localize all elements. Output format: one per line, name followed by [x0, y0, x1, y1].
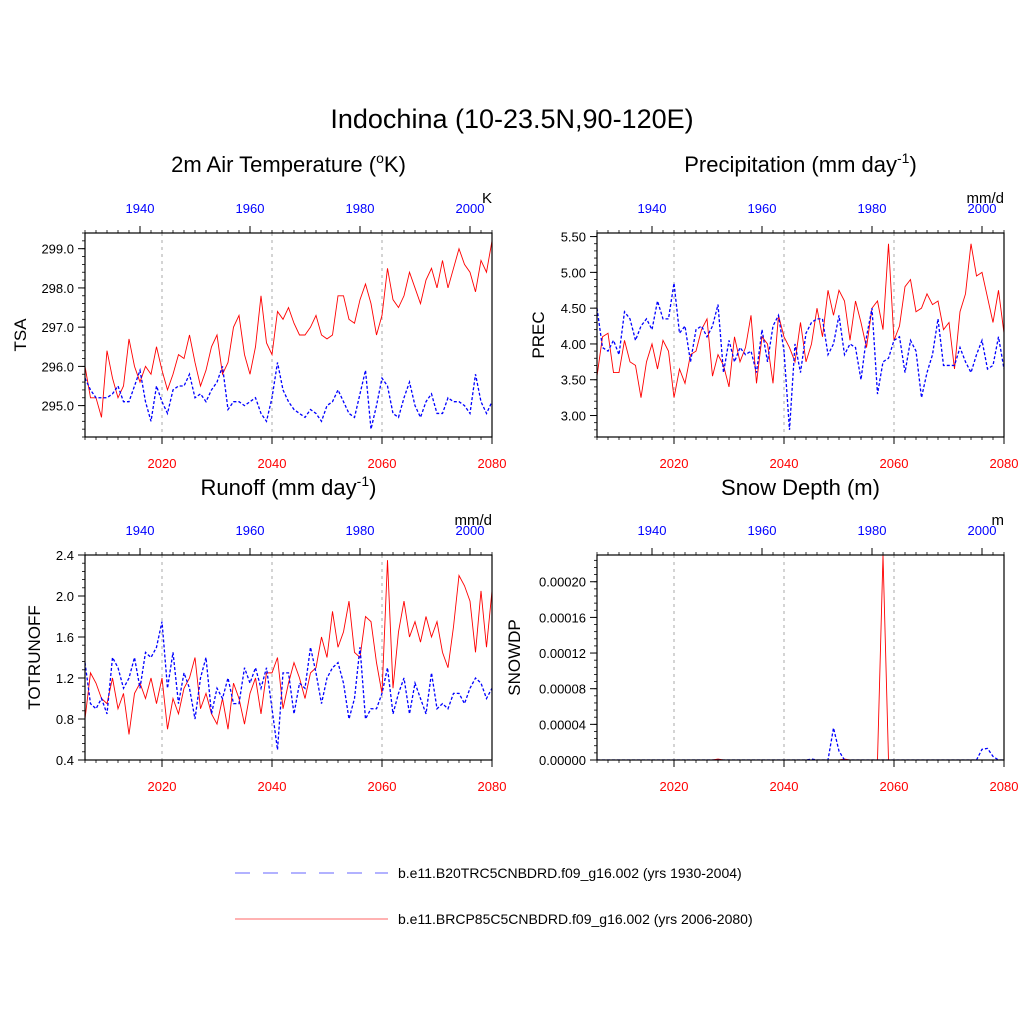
future-series-line [85, 560, 492, 735]
future-series-line [597, 243, 1004, 398]
y-tick-label: 298.0 [41, 281, 74, 296]
plot-frame [596, 232, 1005, 438]
x-top-tick-label: 2000 [456, 523, 485, 538]
x-top-tick-label: 1940 [638, 201, 667, 216]
historical-series-line [85, 362, 492, 430]
x-top-tick-label: 1940 [638, 523, 667, 538]
x-top-tick-label: 1980 [858, 523, 887, 538]
x-top-tick-label: 2000 [968, 201, 997, 216]
x-bottom-tick-label: 2060 [368, 779, 397, 794]
y-tick-label: 3.00 [561, 409, 586, 424]
legend-label: b.e11.BRCP85C5CNBDRD.f09_g16.002 (yrs 20… [398, 911, 753, 927]
panel-title-main: 2m Air Temperature ( [171, 152, 377, 177]
plot-frame [84, 554, 493, 761]
future-series-line [85, 240, 492, 418]
x-bottom-tick-label: 2080 [990, 456, 1019, 471]
panel-runoff: Runoff (mm day-1) mm/d TOTRUNOFF 0.4 0.8 1.2 1… [25, 473, 506, 794]
x-top-tick-label: 1940 [126, 523, 155, 538]
y-tick-label: 5.00 [561, 265, 586, 280]
plot-frame [84, 232, 493, 438]
y-tick-label: 296.0 [41, 359, 74, 374]
panel-prec: Precipitation (mm day-1) mm/d PREC 3.00 3.50… [529, 150, 1018, 471]
x-top-tick-label: 2000 [968, 523, 997, 538]
future-series-line [597, 555, 1004, 760]
historical-series-line [597, 283, 1004, 430]
historical-series-line [85, 621, 492, 750]
y-tick-label: 295.0 [41, 399, 74, 414]
x-bottom-tick-label: 2040 [258, 456, 287, 471]
y-tick-label: 4.50 [561, 301, 586, 316]
x-top-tick-label: 1940 [126, 201, 155, 216]
units-label: mm/d [455, 512, 493, 529]
x-top-tick-label: 1980 [858, 201, 887, 216]
x-bottom-tick-label: 2080 [478, 456, 507, 471]
x-top-tick-label: 1980 [346, 201, 375, 216]
historical-series-line [597, 727, 1004, 760]
y-tick-label: 1.6 [56, 630, 74, 645]
y-tick-label: 2.4 [56, 548, 74, 563]
panel-snowdp: Snow Depth (m) m SNOWDP 0.00000 0.00004 0.000… [505, 475, 1018, 794]
units-label: mm/d [967, 190, 1005, 207]
plot-frame [596, 554, 1005, 761]
panel-title-main: Runoff (mm day [201, 475, 357, 500]
panel-title: Precipitation (mm day-1) [684, 150, 917, 177]
x-top-tick-label: 2000 [456, 201, 485, 216]
y-tick-label: 0.00008 [539, 682, 586, 697]
panel-title-tail: K) [384, 152, 406, 177]
y-axis-label: PREC [529, 311, 548, 358]
y-axis-label: TOTRUNOFF [25, 605, 44, 710]
x-bottom-tick-label: 2060 [880, 456, 909, 471]
x-bottom-tick-label: 2020 [148, 456, 177, 471]
x-bottom-tick-label: 2080 [478, 779, 507, 794]
units-label: K [482, 190, 492, 207]
y-axis-label: TSA [11, 318, 30, 352]
y-tick-label: 2.0 [56, 589, 74, 604]
panel-title: Snow Depth (m) [721, 475, 880, 500]
x-top-tick-label: 1980 [346, 523, 375, 538]
x-bottom-tick-label: 2020 [660, 456, 689, 471]
panel-title: 2m Air Temperature (oK) [171, 150, 406, 177]
y-tick-label: 297.0 [41, 320, 74, 335]
y-tick-label: 0.00004 [539, 717, 586, 732]
y-tick-label: 0.00020 [539, 575, 586, 590]
x-bottom-tick-label: 2040 [770, 779, 799, 794]
x-top-tick-label: 1960 [236, 201, 265, 216]
y-tick-label: 299.0 [41, 242, 74, 257]
x-bottom-tick-label: 2080 [990, 779, 1019, 794]
x-bottom-tick-label: 2020 [660, 779, 689, 794]
legend: b.e11.B20TRC5CNBDRD.f09_g16.002 (yrs 193… [235, 865, 753, 927]
x-top-tick-label: 1960 [748, 523, 777, 538]
x-bottom-tick-label: 2040 [258, 779, 287, 794]
panel-title: Runoff (mm day-1) [201, 473, 377, 500]
panel-title-sup: o [376, 150, 384, 166]
panel-title-tail: ) [909, 152, 916, 177]
y-tick-label: 0.00012 [539, 646, 586, 661]
y-tick-label: 0.8 [56, 712, 74, 727]
y-tick-label: 1.2 [56, 671, 74, 686]
panel-title-sup: -1 [357, 473, 370, 489]
x-bottom-tick-label: 2020 [148, 779, 177, 794]
x-bottom-tick-label: 2060 [368, 456, 397, 471]
y-tick-label: 4.00 [561, 337, 586, 352]
y-tick-label: 5.50 [561, 230, 586, 245]
x-bottom-tick-label: 2060 [880, 779, 909, 794]
y-tick-label: 0.00000 [539, 753, 586, 768]
x-top-tick-label: 1960 [236, 523, 265, 538]
x-bottom-tick-label: 2040 [770, 456, 799, 471]
x-top-tick-label: 1960 [748, 201, 777, 216]
legend-label: b.e11.B20TRC5CNBDRD.f09_g16.002 (yrs 193… [398, 865, 742, 881]
y-tick-label: 3.50 [561, 373, 586, 388]
panel-title-tail: ) [369, 475, 376, 500]
y-tick-label: 0.00016 [539, 610, 586, 625]
panel-title-main: Snow Depth (m) [721, 475, 880, 500]
panel-title-sup: -1 [897, 150, 910, 166]
panel-tsa: 2m Air Temperature (oK) K TSA 295.0 296.0 297… [11, 150, 506, 471]
panel-title-main: Precipitation (mm day [684, 152, 897, 177]
units-label: m [992, 512, 1005, 529]
page-title: Indochina (10-23.5N,90-120E) [330, 104, 693, 134]
y-axis-label: SNOWDP [505, 619, 524, 696]
y-tick-label: 0.4 [56, 753, 74, 768]
